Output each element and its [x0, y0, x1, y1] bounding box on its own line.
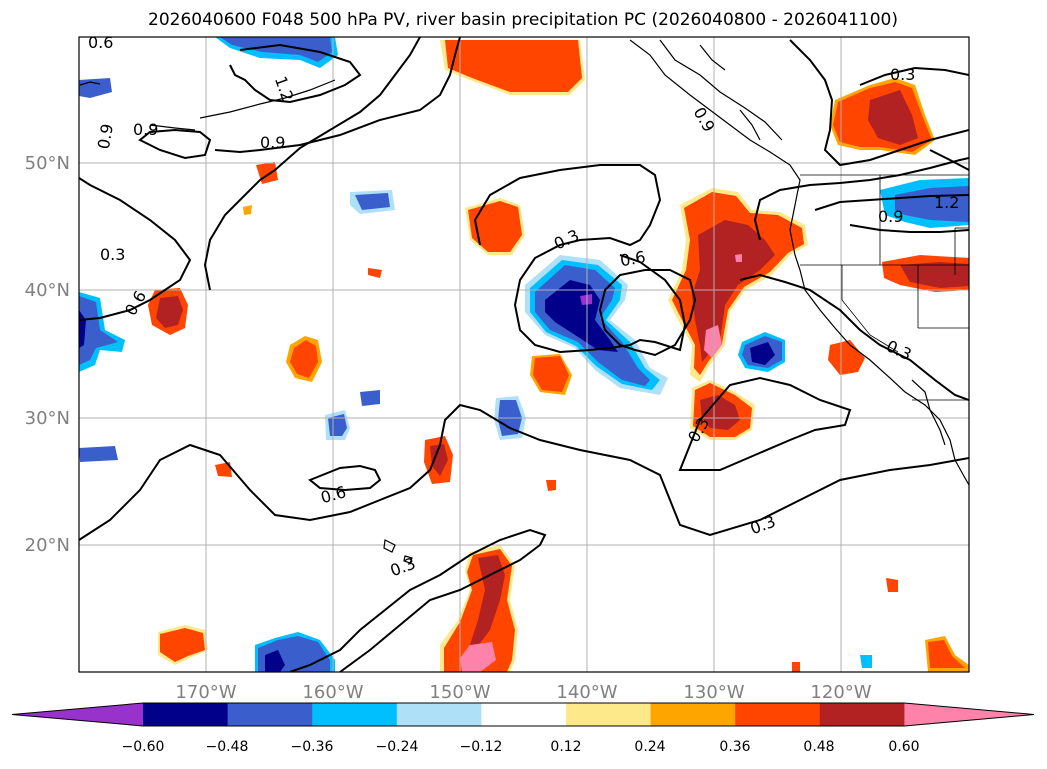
- colorbar-segment: [312, 703, 398, 726]
- precip-region-positive: [925, 636, 969, 672]
- colorbar-tick-label: −0.48: [206, 739, 249, 755]
- longitude-label: 170°W: [175, 682, 236, 703]
- contour-label: 0.9: [133, 120, 158, 139]
- colorbar-segment: [650, 703, 736, 726]
- latitude-labels: 50°N 40°N 30°N 20°N: [25, 153, 70, 556]
- precip-region-positive: [368, 268, 382, 278]
- colorbar-tick-label: −0.24: [376, 739, 419, 755]
- precip-region-negative: [79, 446, 118, 462]
- precip-region-positive: [158, 625, 208, 665]
- longitude-label: 140°W: [556, 682, 617, 703]
- colorbar-tick-label: 0.48: [803, 739, 834, 755]
- colorbar-segment: [904, 703, 1034, 726]
- precip-region-negative: [215, 37, 338, 68]
- longitude-label: 150°W: [429, 682, 490, 703]
- precip-region-positive: [546, 480, 556, 491]
- graticule: [79, 37, 969, 672]
- precip-region-positive: [530, 354, 572, 395]
- pv-contours: [79, 37, 969, 672]
- precip-region-positive: [792, 662, 800, 672]
- colorbar-tick-label: 0.60: [888, 739, 919, 755]
- colorbar: [11, 702, 1035, 727]
- contour-label: 1.2: [934, 193, 959, 212]
- contour-label: 0.9: [260, 133, 285, 152]
- precip-region-positive: [668, 188, 808, 382]
- map-frame: [78, 36, 970, 673]
- contour-label: 0.3: [100, 245, 125, 264]
- latitude-label: 30°N: [25, 408, 70, 429]
- latitude-label: 20°N: [25, 535, 70, 556]
- precip-region-positive: [882, 255, 969, 292]
- precip-region-positive: [690, 380, 755, 440]
- precip-shading: [79, 37, 969, 672]
- precip-region-positive: [830, 78, 935, 155]
- longitude-labels: 170°W 160°W 150°W 140°W 130°W 120°W: [175, 682, 871, 703]
- precip-region-positive: [148, 288, 188, 335]
- colorbar-segment: [396, 703, 482, 726]
- colorbar-segment: [12, 703, 143, 726]
- longitude-label: 120°W: [810, 682, 871, 703]
- precip-region-positive: [215, 462, 232, 477]
- precip-region-negative: [325, 410, 350, 440]
- precip-region-positive: [440, 40, 585, 95]
- colorbar-tick-labels: −0.60 −0.48 −0.36 −0.24 −0.12 0.12 0.24 …: [122, 739, 920, 755]
- precip-region-positive: [424, 436, 453, 484]
- colorbar-tick-label: −0.60: [122, 739, 165, 755]
- colorbar-tick-label: 0.36: [719, 739, 750, 755]
- latitude-label: 50°N: [25, 153, 70, 174]
- precip-region-negative: [860, 655, 872, 668]
- precip-region-negative: [360, 390, 380, 406]
- colorbar-segment: [566, 703, 652, 726]
- contour-label: 0.9: [94, 122, 117, 150]
- contour-label: 0.3: [890, 65, 915, 84]
- contour-label: 0.6: [88, 33, 113, 52]
- map-area: 0.6 1.2 0.9 0.9 0.9 0.3 0.6 0.3 0.6 0.6 …: [79, 33, 969, 672]
- colorbar-segment: [735, 703, 821, 726]
- colorbar-tick-label: −0.36: [291, 739, 334, 755]
- colorbar-segment: [227, 703, 313, 726]
- precip-region-positive: [243, 205, 252, 215]
- precip-region-negative: [350, 190, 395, 214]
- latitude-label: 40°N: [25, 280, 70, 301]
- colorbar-outline: [11, 702, 1035, 727]
- precip-region-negative: [738, 332, 785, 372]
- contour-label: 0.9: [878, 207, 903, 226]
- colorbar-tick-label: −0.12: [460, 739, 503, 755]
- precip-region-positive: [286, 336, 322, 382]
- longitude-label: 130°W: [683, 682, 744, 703]
- political-borders: [800, 174, 969, 401]
- colorbar-tick-label: 0.12: [550, 739, 581, 755]
- colorbar-segment: [143, 703, 229, 726]
- map-title: 2026040600 F048 500 hPa PV, river basin …: [148, 10, 898, 30]
- colorbar-tick-label: 0.24: [634, 739, 665, 755]
- contour-label: 0.6: [619, 247, 647, 270]
- longitude-label: 160°W: [302, 682, 363, 703]
- precip-region-positive: [886, 578, 898, 592]
- colorbar-segment: [819, 703, 905, 726]
- colorbar-segment: [481, 703, 567, 726]
